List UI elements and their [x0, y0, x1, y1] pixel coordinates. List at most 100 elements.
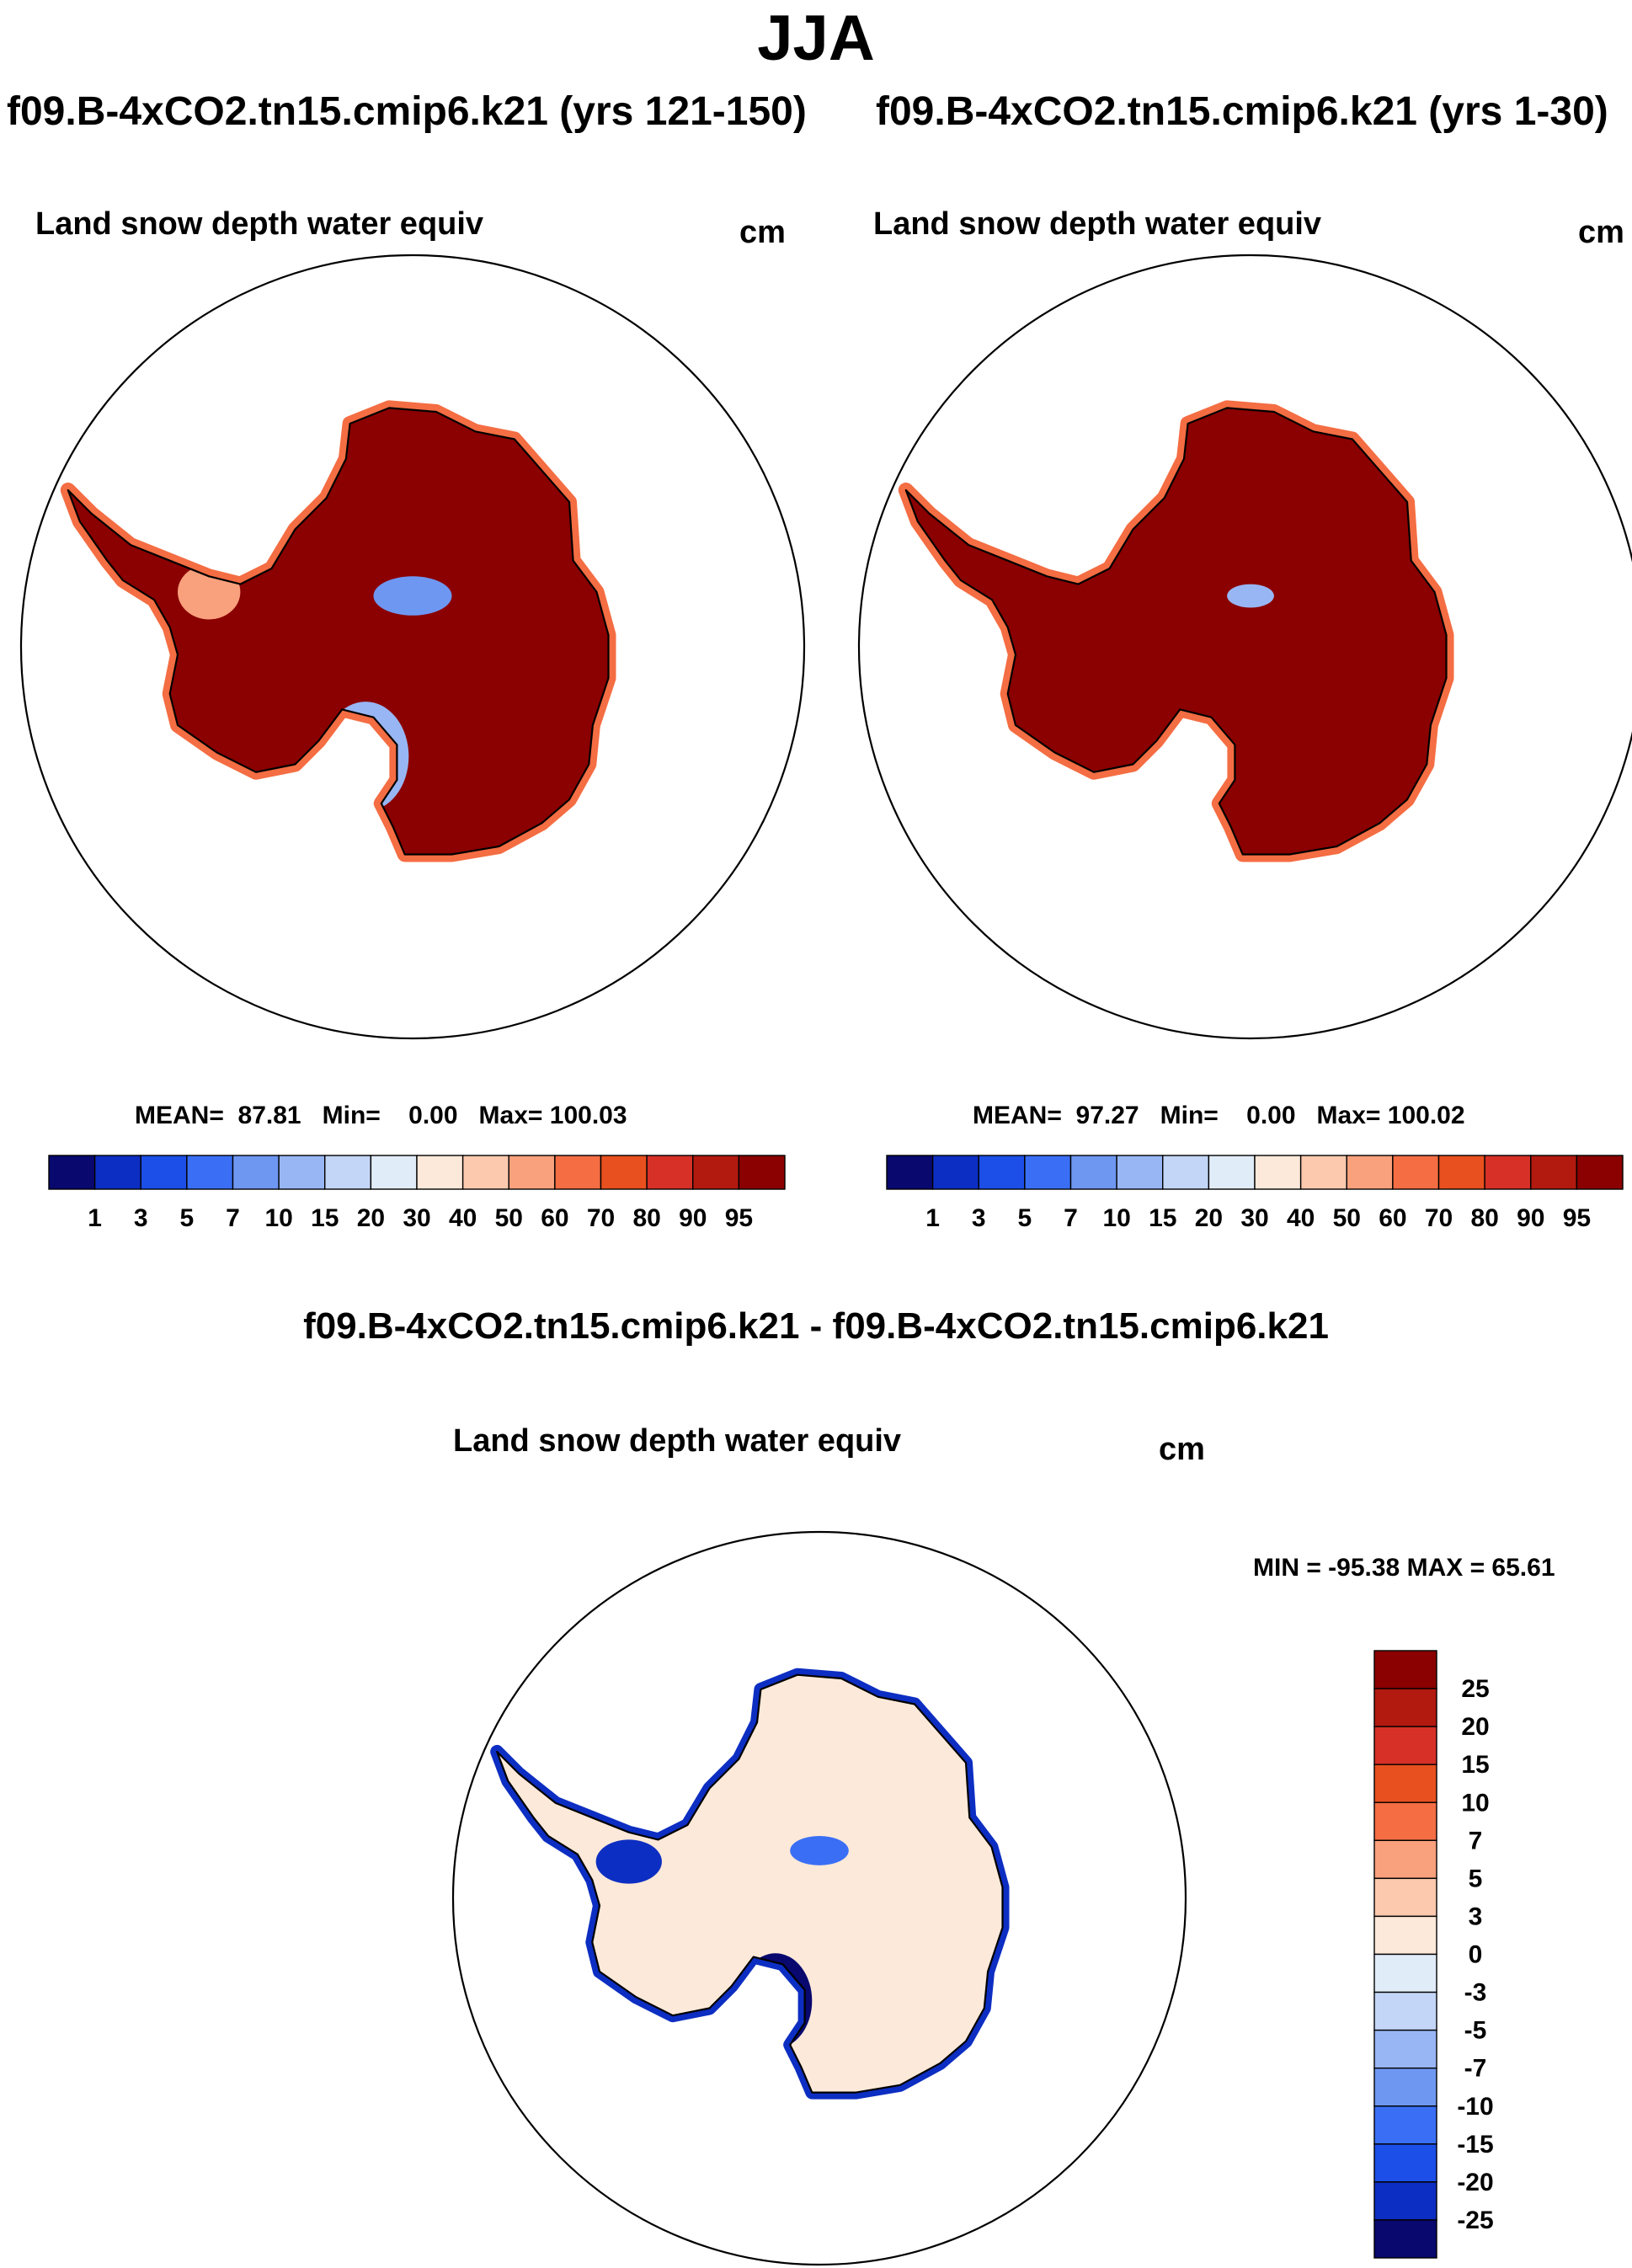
colorbar-2-box-13 [1484, 1155, 1532, 1190]
filchner-negative [595, 1839, 662, 1884]
colorbar-2-box-15 [1576, 1155, 1624, 1190]
colorbar-1-box-2 [140, 1155, 188, 1190]
colorbar-1-box-4 [232, 1155, 280, 1190]
amery-negative [790, 1836, 849, 1865]
colorbar-3-box-15 [1373, 2219, 1437, 2259]
colorbar-2-box-0 [886, 1155, 934, 1190]
colorbar-2-tick-label-13: 90 [1517, 1204, 1544, 1232]
colorbar-2-tick-label-1: 3 [972, 1204, 986, 1232]
panel2-variable-label: Land snow depth water equiv [873, 206, 1322, 242]
colorbar-1-tick-label-5: 15 [311, 1204, 339, 1232]
panel2-min-label: Min= [1160, 1102, 1219, 1129]
panel2-case-title: f09.B-4xCO2.tn15.cmip6.k21 (yrs 1-30) [876, 89, 1608, 134]
colorbar-1-tick-label-3: 7 [226, 1204, 240, 1232]
colorbar-3-tick-label-14: -25 [1457, 2207, 1493, 2234]
colorbar-3-tick-label-4: 7 [1469, 1827, 1483, 1854]
colorbar-3-tick-label-1: 20 [1461, 1713, 1489, 1741]
amery-low-snow [1227, 584, 1274, 608]
diff-minmax-label: MIN = -95.38 MAX = 65.61 [1253, 1554, 1555, 1582]
colorbar-2-tick-label-4: 10 [1102, 1204, 1130, 1232]
colorbar-1-box-7 [370, 1155, 418, 1190]
colorbar-3-box-12 [1373, 2105, 1437, 2145]
colorbar-3-tick-label-6: 3 [1469, 1902, 1483, 1930]
colorbar-3-tick-label-13: -20 [1457, 2169, 1493, 2196]
colorbar-1-box-5 [278, 1155, 326, 1190]
colorbar-2-tick-label-12: 80 [1470, 1204, 1498, 1232]
colorbar-2-tick-label-6: 20 [1195, 1204, 1223, 1232]
colorbar-3-box-8 [1373, 1953, 1437, 1993]
colorbar-2-box-8 [1254, 1155, 1302, 1190]
colorbar-2-box-9 [1299, 1155, 1347, 1190]
panel2-max-label: Max= [1316, 1102, 1381, 1129]
diff-units-label: cm [1159, 1432, 1205, 1467]
colorbar-2-tick-label-2: 5 [1018, 1204, 1032, 1232]
colorbar-1: 1 3 5 7 10 15 20 30 40 50 60 70 80 90 95 [48, 1155, 786, 1232]
colorbar-2-box-7 [1208, 1155, 1256, 1190]
colorbar-3-box-13 [1373, 2143, 1437, 2183]
colorbar-1-tick-label-2: 5 [180, 1204, 195, 1232]
diff-case-title: f09.B-4xCO2.tn15.cmip6.k21 - f09.B-4xCO2… [303, 1305, 1329, 1347]
colorbar-3-box-1 [1373, 1688, 1437, 1727]
colorbar-3-box-14 [1373, 2181, 1437, 2221]
colorbar-1-box-6 [324, 1155, 372, 1190]
colorbar-2-box-10 [1346, 1155, 1394, 1190]
colorbar-3-box-7 [1373, 1915, 1437, 1956]
colorbar-3-tick-label-10: -7 [1464, 2055, 1487, 2083]
colorbar-3-tick-label-12: -15 [1457, 2131, 1493, 2159]
map-panel-1 [19, 253, 806, 1040]
colorbar-3-box-5 [1373, 1839, 1437, 1880]
colorbar-2-tick-label-11: 70 [1425, 1204, 1453, 1232]
colorbar-1-tick-label-14: 95 [725, 1204, 753, 1232]
panel1-max-label: Max= [478, 1102, 543, 1129]
colorbar-1-tick-label-10: 60 [541, 1204, 568, 1232]
colorbar-2-tick-label-8: 40 [1287, 1204, 1315, 1232]
colorbar-2-tick-label-0: 1 [925, 1204, 940, 1232]
amery-low-snow [373, 576, 452, 616]
colorbar-1-tick-label-9: 50 [495, 1204, 523, 1232]
colorbar-3-box-10 [1373, 2029, 1437, 2069]
map-panel-2 [858, 254, 1632, 1039]
colorbar-2-box-11 [1392, 1155, 1440, 1190]
panel1-min-label: Min= [322, 1102, 381, 1129]
colorbar-1-box-15 [738, 1155, 786, 1190]
colorbar-1-box-3 [186, 1155, 234, 1190]
colorbar-1-tick-label-0: 1 [88, 1204, 102, 1232]
panel1-units-label: cm [739, 215, 786, 250]
panel2-stats: MEAN= 97.27 Min= 0.00 Max= 100.02 [973, 1102, 1465, 1130]
colorbar-1-tick-label-7: 30 [403, 1204, 430, 1232]
colorbar-1-box-9 [461, 1155, 509, 1190]
panel2-units-label: cm [1578, 215, 1624, 250]
colorbar-1-box-8 [416, 1155, 464, 1190]
colorbar-2-box-2 [978, 1155, 1026, 1190]
colorbar-3-tick-label-5: 5 [1469, 1865, 1483, 1892]
colorbar-3-box-9 [1373, 1991, 1437, 2031]
panel2-mean-value: 97.27 [1075, 1102, 1139, 1129]
colorbar-2-box-4 [1069, 1155, 1117, 1190]
colorbar-3-tick-label-7: 0 [1469, 1941, 1483, 1969]
colorbar-3-box-4 [1373, 1801, 1437, 1842]
colorbar-1-box-12 [600, 1155, 648, 1190]
colorbar-1-tick-label-4: 10 [264, 1204, 292, 1232]
colorbar-2-tick-label-5: 15 [1149, 1204, 1176, 1232]
colorbar-3-tick-label-9: -5 [1464, 2017, 1487, 2045]
colorbar-3-tick-label-8: -3 [1464, 1979, 1487, 2007]
colorbar-3-box-2 [1373, 1726, 1437, 1765]
colorbar-1-box-10 [508, 1155, 556, 1190]
colorbar-3-box-0 [1373, 1650, 1437, 1689]
colorbar-1-tick-label-1: 3 [134, 1204, 148, 1232]
panel1-case-title: f09.B-4xCO2.tn15.cmip6.k21 (yrs 121-150) [7, 89, 807, 134]
map-panel-3 [451, 1530, 1187, 2266]
colorbar-1-tick-label-8: 40 [449, 1204, 477, 1232]
colorbar-1-tick-label-11: 70 [587, 1204, 615, 1232]
colorbar-2-box-14 [1530, 1155, 1578, 1190]
colorbar-2-tick-label-14: 95 [1563, 1204, 1591, 1232]
colorbar-2-tick-label-9: 50 [1333, 1204, 1361, 1232]
colorbar-1-box-14 [692, 1155, 740, 1190]
coastline-2 [904, 407, 1448, 856]
colorbar-2-tick-label-7: 30 [1240, 1204, 1268, 1232]
panel1-mean-label: MEAN= [135, 1102, 224, 1129]
colorbar-2-tick-label-3: 7 [1064, 1204, 1078, 1232]
colorbar-3-box-11 [1373, 2067, 1437, 2107]
colorbar-1-box-13 [646, 1155, 694, 1190]
